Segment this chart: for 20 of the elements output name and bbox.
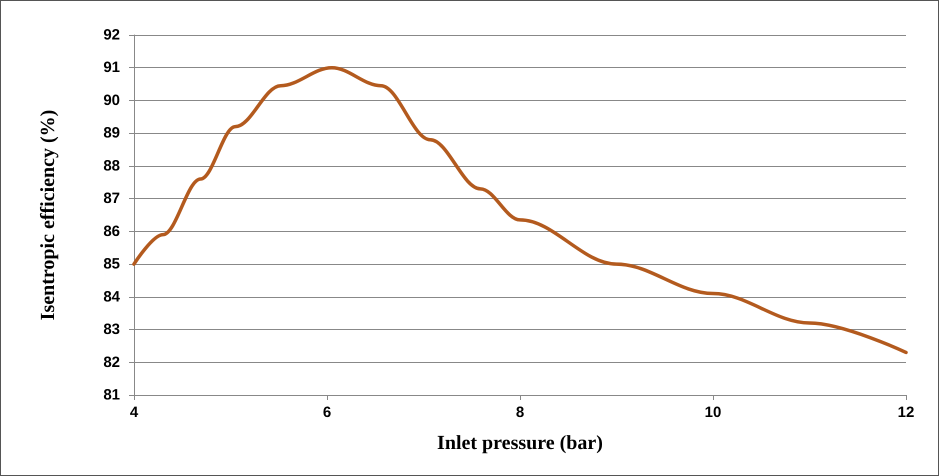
y-tick-label: 84	[103, 288, 121, 306]
y-tick-label: 90	[103, 92, 120, 109]
y-tick-label: 92	[103, 26, 120, 44]
x-tick-label: 4	[130, 404, 139, 421]
x-axis-title: Inlet pressure (bar)	[437, 432, 603, 454]
y-tick-label: 91	[103, 59, 120, 76]
y-tick-label: 81	[103, 386, 120, 404]
y-tick-label: 85	[103, 256, 120, 273]
y-axis-title: Isentropic efficiency (%)	[37, 110, 59, 320]
x-tick-label: 6	[322, 404, 332, 421]
x-tick-label: 10	[704, 404, 722, 421]
x-tick-label: 8	[516, 404, 524, 421]
x-tick-label: 12	[898, 404, 914, 421]
y-tick-label: 82	[103, 354, 120, 371]
y-tick-label: 87	[103, 190, 120, 208]
line-series	[132, 66, 908, 354]
y-tick-label: 89	[103, 124, 120, 142]
y-tick-label: 86	[103, 222, 120, 240]
y-tick-label: 83	[103, 321, 120, 338]
y-tick-label: 88	[103, 157, 120, 174]
